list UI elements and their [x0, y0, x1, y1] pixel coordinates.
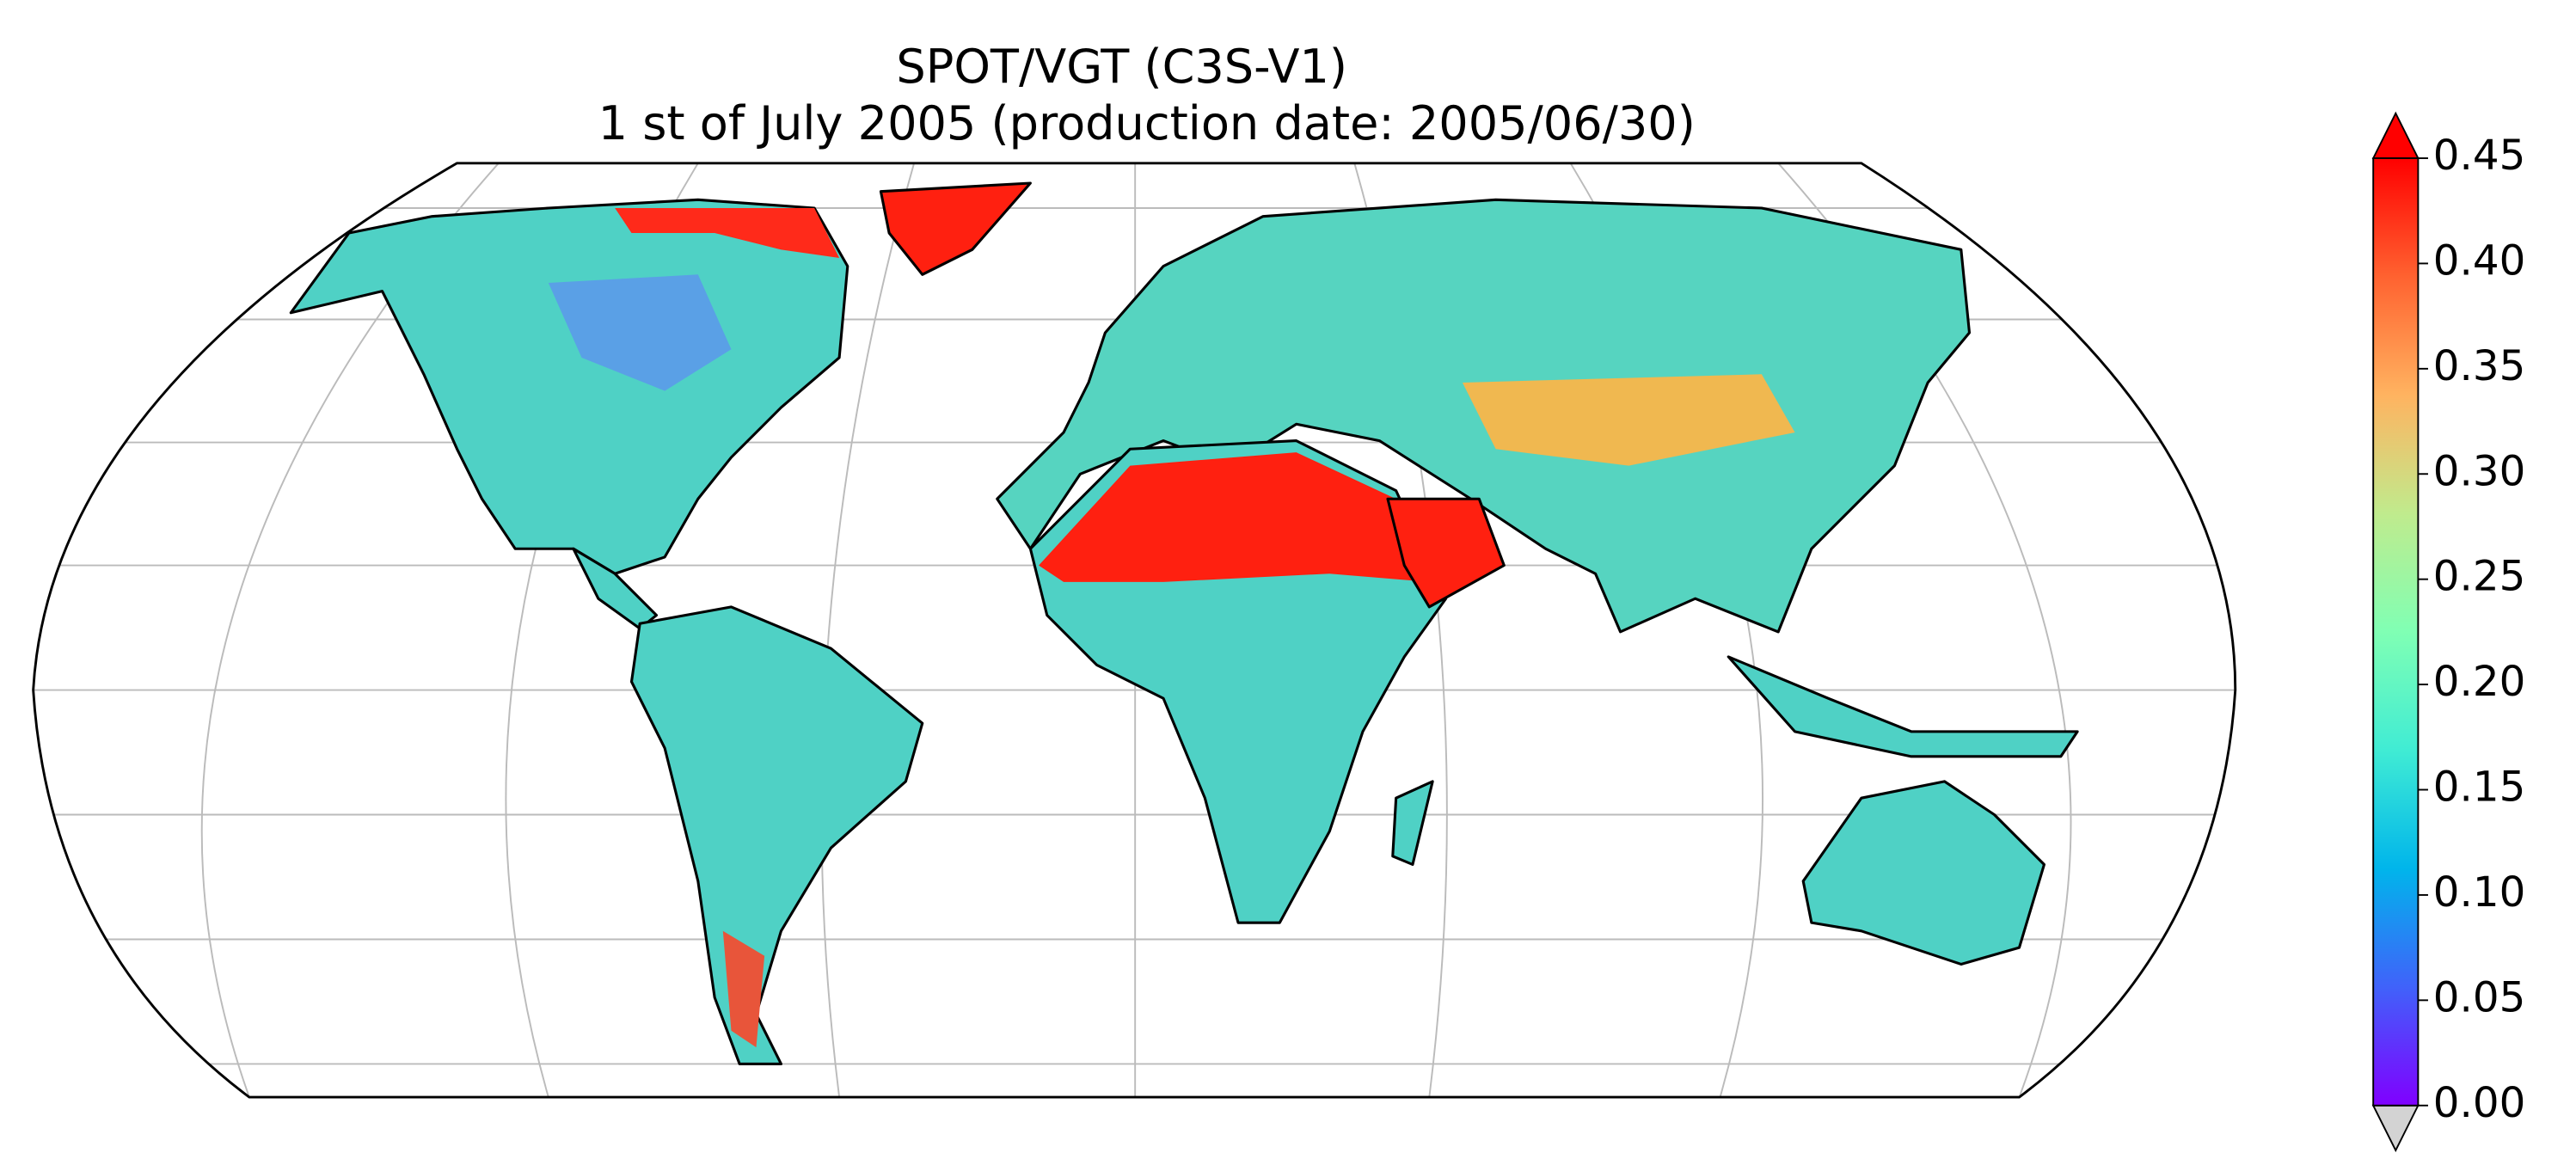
- colorbar-tick-label: 0.20: [2433, 658, 2526, 706]
- colorbar-tick-label: 0.25: [2433, 553, 2526, 601]
- colorbar-tick-label: 0.15: [2433, 763, 2526, 812]
- colorbar-tick-label: 0.35: [2433, 342, 2526, 390]
- title-line: SPOT/VGT (C3S-V1): [896, 40, 1347, 94]
- colorbar-tick-label: 0.10: [2433, 868, 2526, 917]
- colorbar-tick-label: 0.40: [2433, 236, 2526, 285]
- colorbar-tick-label: 0.30: [2433, 447, 2526, 495]
- colorbar-extend-min: [2371, 1104, 2420, 1153]
- map-frame: [32, 162, 2237, 1099]
- colorbar-tick-label: 0.45: [2433, 132, 2526, 180]
- land: [289, 181, 2079, 1065]
- subtitle-line: 1 st of July 2005 (production date: 2005…: [598, 96, 1696, 150]
- colorbar-tick-label: 0.00: [2433, 1079, 2526, 1127]
- map: [33, 163, 2236, 1098]
- colorbar: 0.00 0.05 0.10 0.15 0.20 0.25 0.30 0.35 0.40 0.45: [2371, 111, 2526, 1153]
- colorbar-body: [2372, 157, 2420, 1107]
- colorbar-tick-label: 0.05: [2433, 973, 2526, 1021]
- colorbar-extend-max: [2371, 111, 2420, 159]
